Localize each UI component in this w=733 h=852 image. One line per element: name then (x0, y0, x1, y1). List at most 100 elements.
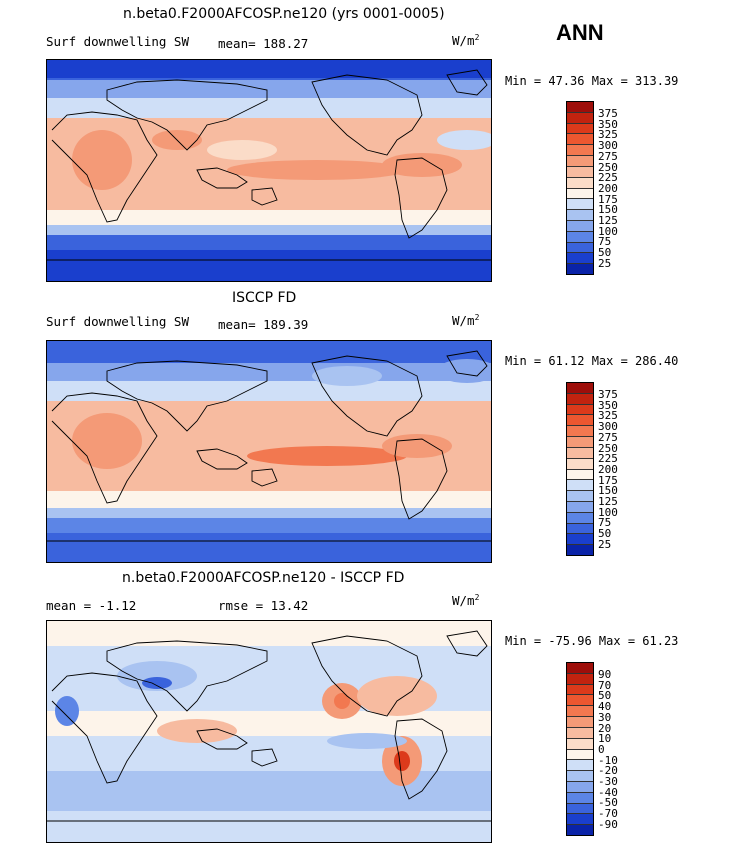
colorbar-swatch (567, 673, 593, 685)
colorbar-swatch (567, 825, 593, 835)
panel2-variable-label: Surf downwelling SW (46, 314, 189, 329)
colorbar-swatch (567, 771, 593, 782)
panel2-units: W/m2 (452, 313, 480, 329)
colorbar-tick: 75 (598, 516, 612, 530)
panel3-map-graphic (47, 621, 491, 842)
colorbar-tick: 325 (598, 409, 618, 423)
colorbar-swatch (567, 792, 593, 804)
colorbar-tick: -50 (598, 796, 618, 810)
colorbar-swatch (567, 393, 593, 405)
colorbar-swatch (567, 166, 593, 178)
colorbar-swatch (567, 534, 593, 546)
colorbar-swatch (567, 749, 593, 761)
colorbar-swatch (567, 727, 593, 739)
colorbar-tick: -90 (598, 817, 618, 831)
colorbar-tick: -30 (598, 775, 618, 788)
colorbar-tick: 30 (598, 710, 612, 724)
colorbar-swatch (567, 199, 593, 211)
colorbar-swatch (567, 480, 593, 492)
panel3-mean-label: mean = -1.12 (46, 598, 137, 613)
panel3-title: n.beta0.F2000AFCOSP.ne120 - ISCCP FD (122, 570, 405, 586)
colorbar-tick: 175 (598, 473, 618, 487)
colorbar-tick: 50 (598, 246, 612, 260)
colorbar-swatch (567, 145, 593, 157)
colorbar-swatch (567, 512, 593, 524)
colorbar-tick: 350 (598, 117, 618, 131)
panel1-title: n.beta0.F2000AFCOSP.ne120 (yrs 0001-0005… (123, 6, 445, 22)
colorbar-tick: 10 (598, 732, 612, 746)
colorbar-tick: 150 (598, 484, 618, 498)
colorbar-tick: 20 (598, 721, 612, 735)
colorbar-tick: 40 (598, 700, 612, 714)
colorbar-swatch (567, 781, 593, 793)
colorbar-swatch (567, 415, 593, 427)
colorbar-swatch (567, 717, 593, 728)
colorbar-tick: 50 (598, 527, 612, 541)
colorbar-tick: 125 (598, 495, 618, 508)
colorbar-tick: -70 (598, 807, 618, 821)
colorbar-tick: 75 (598, 235, 612, 249)
colorbar-tick: 70 (598, 678, 612, 692)
colorbar-tick: 50 (598, 689, 612, 703)
panel2-colorbar (566, 382, 594, 556)
panel3-map (46, 620, 492, 843)
colorbar-tick: 375 (598, 388, 618, 401)
colorbar-swatch (567, 803, 593, 815)
panel2-title: ISCCP FD (232, 290, 297, 306)
panel1-colorbar (566, 101, 594, 275)
colorbar-tick: 250 (598, 441, 618, 455)
colorbar-tick: 25 (598, 537, 612, 551)
colorbar-swatch (567, 738, 593, 750)
colorbar-tick: 250 (598, 160, 618, 174)
colorbar-tick: 300 (598, 420, 618, 434)
colorbar-tick: 0 (598, 742, 605, 756)
colorbar-tick: -40 (598, 785, 618, 799)
colorbar-swatch (567, 426, 593, 438)
colorbar-swatch (567, 814, 593, 826)
colorbar-swatch (567, 684, 593, 696)
colorbar-tick: 225 (598, 452, 618, 466)
colorbar-tick: 90 (598, 668, 612, 681)
colorbar-tick: 275 (598, 430, 618, 444)
colorbar-swatch (567, 447, 593, 459)
colorbar-tick: 225 (598, 171, 618, 185)
panel3-units: W/m2 (452, 593, 480, 609)
panel1-map (46, 59, 492, 282)
colorbar-tick: 325 (598, 128, 618, 142)
panel3-colorbar (566, 662, 594, 836)
colorbar-swatch (567, 545, 593, 555)
colorbar-swatch (567, 188, 593, 200)
colorbar-tick: 350 (598, 398, 618, 412)
colorbar-swatch (567, 231, 593, 243)
colorbar-tick: 175 (598, 192, 618, 206)
colorbar-swatch (567, 264, 593, 274)
panel2-map (46, 340, 492, 563)
colorbar-tick: 375 (598, 107, 618, 120)
colorbar-tick: 25 (598, 256, 612, 270)
colorbar-swatch (567, 469, 593, 481)
colorbar-tick: 200 (598, 462, 618, 476)
colorbar-swatch (567, 663, 593, 674)
panel2-mean-label: mean= 189.39 (218, 317, 309, 332)
colorbar-tick: -20 (598, 764, 618, 778)
colorbar-swatch (567, 695, 593, 707)
colorbar-swatch (567, 156, 593, 167)
panel3-min-max: Min = -75.96 Max = 61.23 (505, 634, 679, 648)
colorbar-tick: 125 (598, 214, 618, 227)
colorbar-swatch (567, 437, 593, 448)
colorbar-swatch (567, 383, 593, 394)
colorbar-tick: 275 (598, 149, 618, 163)
colorbar-swatch (567, 458, 593, 470)
colorbar-swatch (567, 242, 593, 254)
colorbar-swatch (567, 123, 593, 135)
colorbar-swatch (567, 491, 593, 502)
panel1-units: W/m2 (452, 33, 480, 49)
colorbar-swatch (567, 404, 593, 416)
panel1-mean-label: mean= 188.27 (218, 36, 309, 51)
colorbar-swatch (567, 177, 593, 189)
colorbar-swatch (567, 523, 593, 535)
colorbar-swatch (567, 112, 593, 124)
colorbar-tick: 100 (598, 505, 618, 519)
colorbar-tick: -10 (598, 753, 618, 767)
colorbar-tick: 100 (598, 224, 618, 238)
